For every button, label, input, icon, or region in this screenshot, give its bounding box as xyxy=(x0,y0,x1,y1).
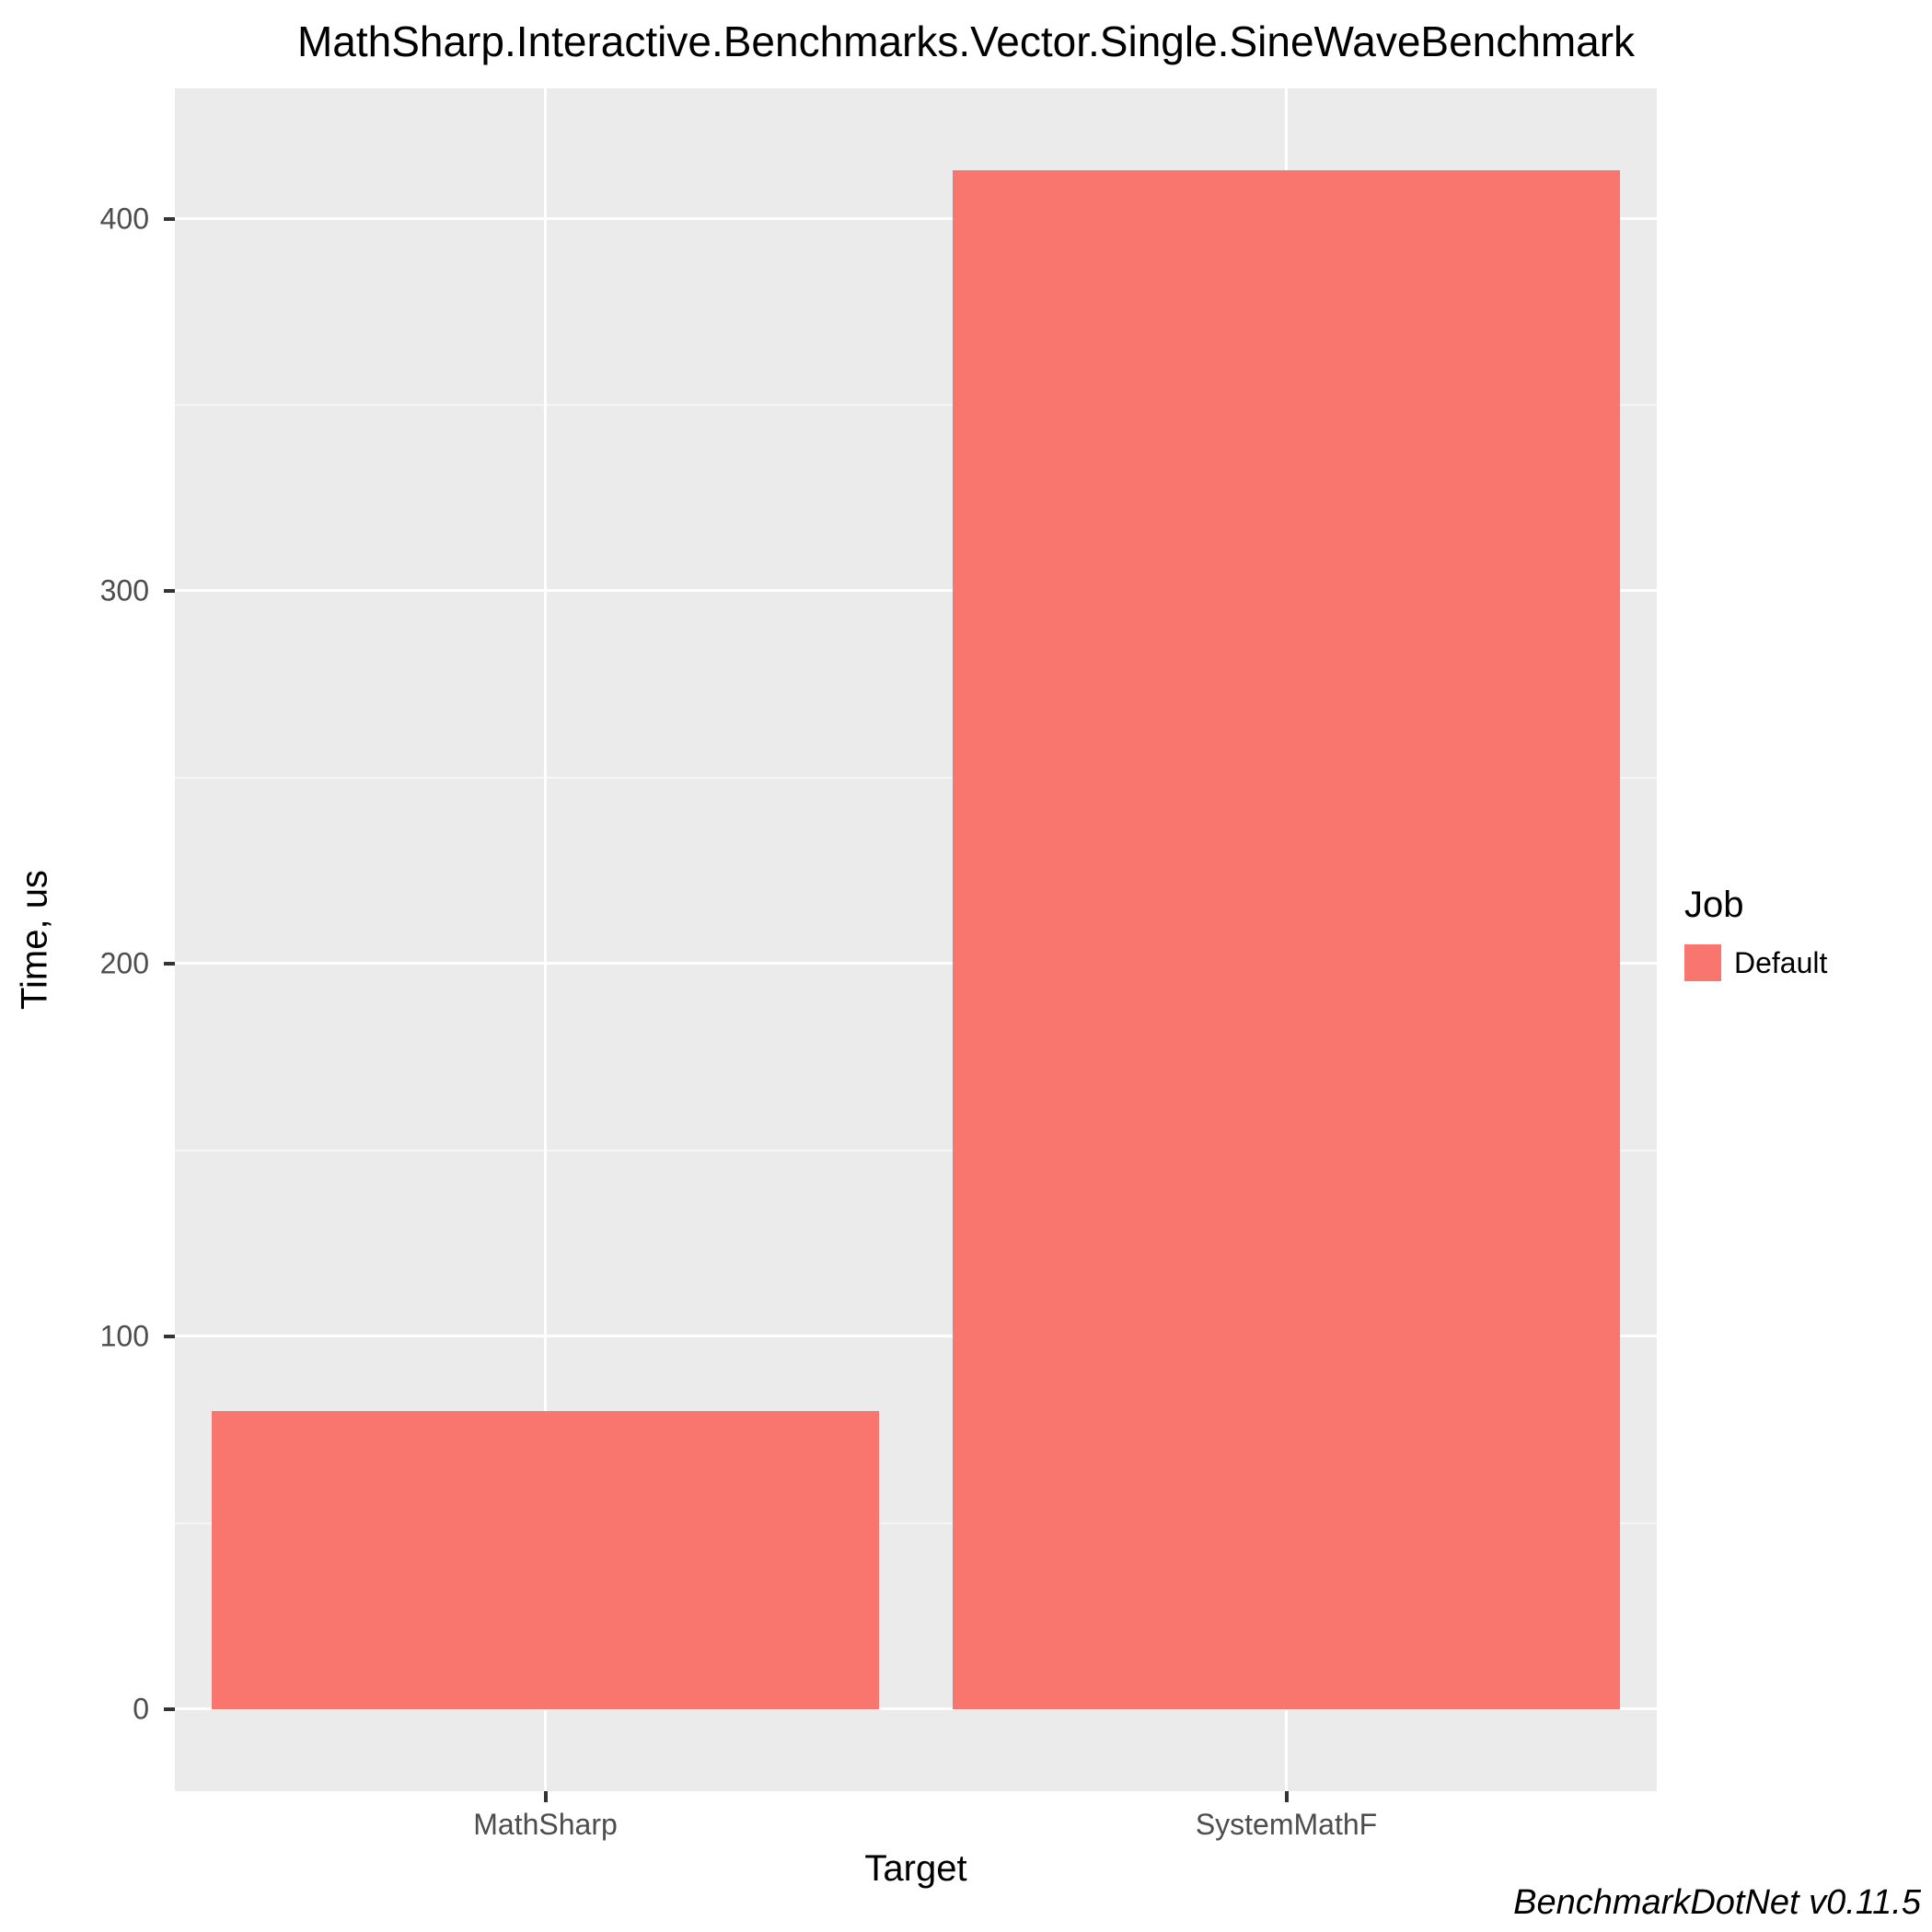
plot-panel xyxy=(175,88,1657,1791)
bar xyxy=(953,170,1620,1709)
y-tick-mark xyxy=(164,589,175,593)
chart-container: MathSharp.Interactive.Benchmarks.Vector.… xyxy=(0,0,1932,1932)
x-tick-label: SystemMathF xyxy=(1196,1808,1377,1842)
y-tick-mark xyxy=(164,1707,175,1711)
y-tick-mark xyxy=(164,1335,175,1338)
y-tick-label: 400 xyxy=(0,202,149,236)
legend-title: Job xyxy=(1684,885,1827,926)
y-tick-label: 300 xyxy=(0,574,149,608)
y-tick-mark xyxy=(164,962,175,966)
y-tick-label: 100 xyxy=(0,1320,149,1354)
bar xyxy=(212,1411,879,1709)
legend-label: Default xyxy=(1734,946,1827,980)
legend: Job Default xyxy=(1684,885,1827,981)
legend-item: Default xyxy=(1684,944,1827,981)
chart-caption: BenchmarkDotNet v0.11.5 xyxy=(1513,1883,1921,1923)
y-tick-label: 0 xyxy=(0,1692,149,1726)
y-axis-title: Time, us xyxy=(15,870,56,1010)
legend-swatch xyxy=(1684,944,1721,981)
y-tick-mark xyxy=(164,217,175,221)
chart-title: MathSharp.Interactive.Benchmarks.Vector.… xyxy=(0,17,1932,66)
x-tick-mark xyxy=(544,1791,548,1802)
x-axis-title: Target xyxy=(864,1848,966,1890)
x-tick-label: MathSharp xyxy=(473,1808,618,1842)
x-tick-mark xyxy=(1285,1791,1289,1802)
legend-items: Default xyxy=(1684,944,1827,981)
